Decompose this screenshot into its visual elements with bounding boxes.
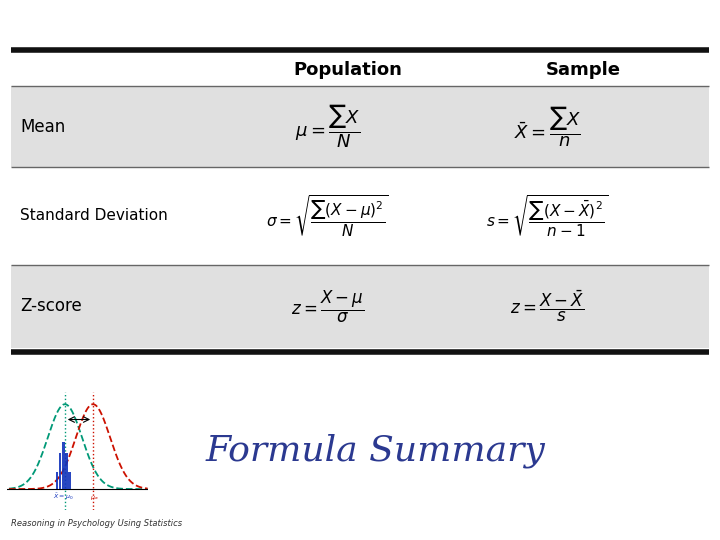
Text: $\bar{X}=\mu_0$: $\bar{X}=\mu_0$ bbox=[53, 492, 73, 502]
Text: Mean: Mean bbox=[20, 118, 66, 136]
Text: Z-score: Z-score bbox=[20, 298, 82, 315]
Text: $\sigma = \sqrt{\dfrac{\sum(X-\mu)^2}{N}}$: $\sigma = \sqrt{\dfrac{\sum(X-\mu)^2}{N}… bbox=[266, 193, 389, 239]
Bar bbox=[59, 454, 61, 489]
Bar bbox=[56, 472, 58, 489]
Bar bbox=[62, 442, 65, 489]
Text: Sample: Sample bbox=[546, 61, 621, 79]
Text: $\mu = \dfrac{\sum X}{N}$: $\mu = \dfrac{\sum X}{N}$ bbox=[294, 104, 361, 150]
Text: Standard Deviation: Standard Deviation bbox=[20, 208, 168, 224]
Text: Formula Summary: Formula Summary bbox=[205, 434, 545, 468]
Text: $z = \dfrac{X - \mu}{\sigma}$: $z = \dfrac{X - \mu}{\sigma}$ bbox=[291, 288, 364, 325]
Text: $\mu_a$: $\mu_a$ bbox=[89, 494, 98, 502]
Text: Reasoning in Psychology Using Statistics: Reasoning in Psychology Using Statistics bbox=[11, 519, 182, 528]
Text: $z = \dfrac{X - \bar{X}}{s}$: $z = \dfrac{X - \bar{X}}{s}$ bbox=[510, 288, 585, 325]
Text: Population: Population bbox=[293, 61, 402, 79]
Text: $\bar{X} = \dfrac{\sum X}{n}$: $\bar{X} = \dfrac{\sum X}{n}$ bbox=[513, 105, 581, 148]
Bar bbox=[68, 472, 71, 489]
Bar bbox=[66, 454, 68, 489]
Text: $s = \sqrt{\dfrac{\sum(X-\bar{X})^2}{n-1}}$: $s = \sqrt{\dfrac{\sum(X-\bar{X})^2}{n-1… bbox=[486, 193, 608, 239]
